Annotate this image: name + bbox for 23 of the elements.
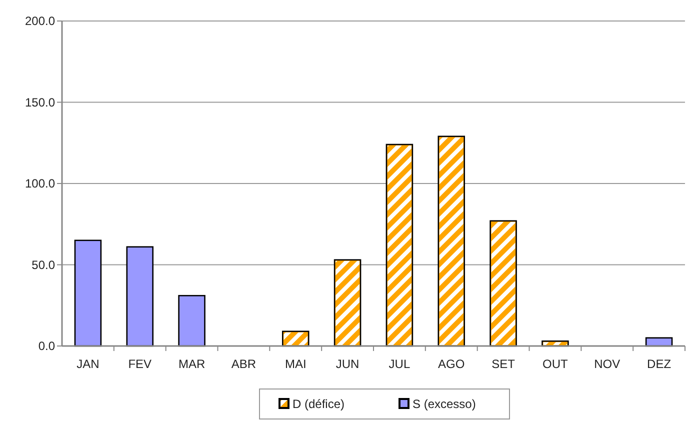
bar — [178, 294, 206, 347]
y-tick-label: 50.0 — [32, 258, 56, 272]
x-tick-label: NOV — [594, 357, 620, 371]
y-tick-label: 0.0 — [38, 339, 56, 354]
bar — [126, 246, 154, 347]
legend-label: D (défice) — [292, 397, 345, 412]
x-tick-label: JAN — [76, 357, 100, 371]
x-tick-label: OUT — [542, 357, 569, 371]
x-tick-label: SET — [492, 357, 516, 371]
bar — [74, 240, 102, 347]
legend-label: S (excesso) — [412, 397, 476, 412]
x-tick-label: AGO — [438, 357, 465, 371]
y-tick-label: 150.0 — [24, 95, 56, 110]
y-tick-label: 100.0 — [24, 176, 56, 191]
x-tick-label: ABR — [231, 357, 256, 371]
x-tick-label: MAR — [178, 357, 206, 371]
x-tick-label: JUL — [388, 357, 410, 371]
x-tick-label: JUN — [336, 357, 360, 371]
x-tick-label: FEV — [128, 357, 152, 371]
bar — [645, 337, 673, 347]
x-tick-label: MAI — [284, 357, 306, 371]
y-tick-label: 200.0 — [24, 14, 56, 28]
x-tick-label: DEZ — [647, 357, 672, 371]
